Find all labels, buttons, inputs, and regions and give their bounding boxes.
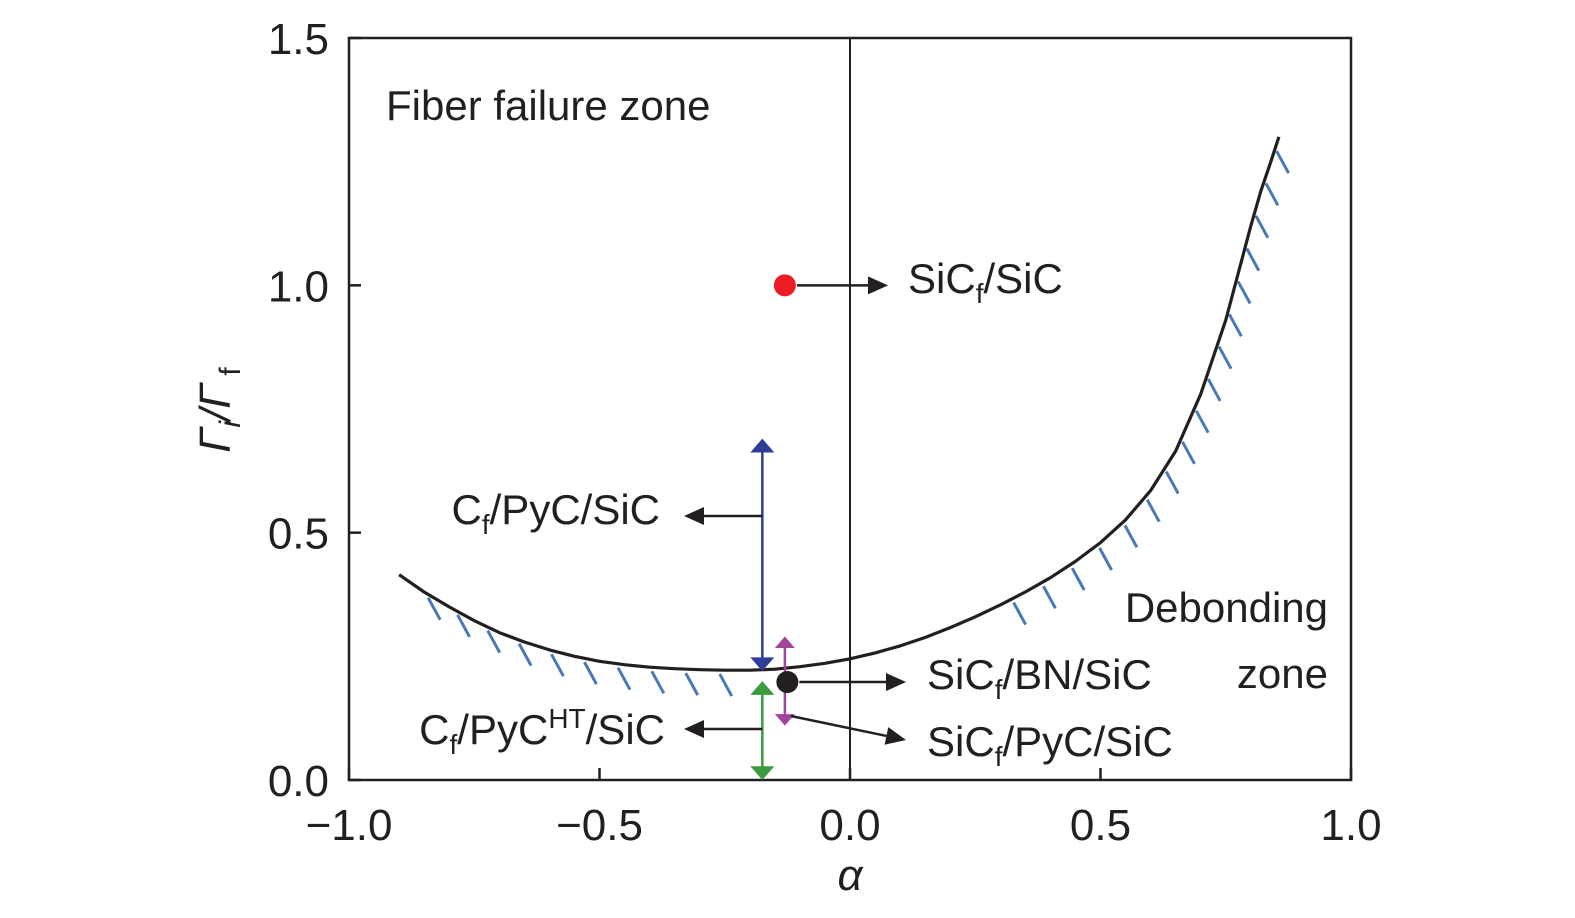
y-axis-gamma-1: Γ	[191, 426, 240, 453]
data-point	[773, 274, 796, 297]
range-arrowhead-bottom	[750, 657, 775, 672]
boundary-curve	[398, 136, 1281, 672]
hatch-mark	[1206, 378, 1222, 402]
hatch-mark	[486, 629, 502, 654]
y-tick-label: 1.0	[268, 262, 329, 311]
hatch-mark	[1070, 567, 1086, 591]
hatch-mark	[1145, 498, 1161, 523]
debonding-zone-label: Debonding	[1125, 584, 1328, 631]
hatch-mark	[1194, 409, 1210, 434]
hatch-mark	[1228, 313, 1243, 338]
hatch-mark	[517, 642, 533, 667]
curve-layer	[398, 136, 1281, 672]
hatch-mark	[684, 672, 700, 696]
range-arrowhead-top	[750, 438, 775, 453]
x-axis-title: α	[837, 851, 864, 900]
point-layer	[773, 274, 799, 694]
hatch-mark	[1012, 601, 1027, 626]
hatch-mark	[616, 666, 632, 691]
hatch-mark	[718, 673, 734, 697]
callout-sicf-pyc-sic-shaft	[790, 714, 887, 738]
label-cf-pycht-sic: Cf/PyCHT/SiC	[419, 703, 665, 760]
hatch-mark	[1264, 182, 1280, 207]
hatch-mark	[1245, 247, 1261, 272]
callout-layer	[684, 276, 906, 745]
hatch-mark	[1217, 345, 1233, 370]
y-axis-sub-f: f	[214, 367, 247, 376]
label-sicf-sic: SiCf/SiC	[908, 255, 1063, 309]
hatch-mark	[1098, 547, 1113, 571]
hatch-mark	[583, 661, 598, 685]
hatch-mark	[1181, 441, 1196, 465]
hatch-mark	[1123, 524, 1139, 549]
label-cf-pyc-sic: Cf/PyC/SiC	[452, 486, 660, 540]
callout-sicf-sic-head	[868, 276, 888, 295]
y-axis-title: Γi/Γ f	[191, 367, 247, 453]
x-tick-label: 0.0	[819, 801, 880, 850]
x-tick-label: 0.5	[1070, 801, 1131, 850]
hatch-mark	[1236, 280, 1252, 305]
y-tick-label: 0.5	[268, 510, 329, 559]
callout-sicf-bn-sic-head	[886, 673, 906, 692]
x-tick-label: −0.5	[556, 801, 643, 850]
range-arrowhead-bottom	[774, 714, 795, 726]
range-arrowhead-top	[750, 681, 775, 695]
callout-cf-pyc-sic-head	[684, 507, 704, 525]
callout-sicf-pyc-sic-head	[884, 727, 906, 745]
hatch-mark	[456, 614, 471, 638]
label-sicf-pyc-sic: SiCf/PyC/SiC	[927, 718, 1173, 772]
x-tick-label: 1.0	[1320, 801, 1381, 850]
label-sicf-bn-sic: SiCf/BN/SiC	[927, 651, 1152, 705]
y-tick-label: 0.0	[268, 757, 329, 806]
data-point	[776, 671, 799, 694]
callout-cf-pycht-sic-head	[684, 720, 704, 738]
x-tick-label: −1.0	[306, 801, 393, 850]
y-axis-sub-i: i	[214, 420, 247, 428]
y-tick-label: 1.5	[268, 15, 329, 64]
hatch-mark	[1164, 470, 1180, 495]
hatch-mark	[550, 653, 565, 677]
hatch-mark	[650, 670, 666, 695]
range-arrowhead-bottom	[750, 766, 775, 780]
debonding-zone-label-2: zone	[1237, 650, 1328, 697]
ticks-layer: −1.0 −0.5 0.0 0.5 1.0 0.0 0.5 1.0 1.5	[268, 15, 1382, 850]
range-layer	[750, 438, 795, 780]
hatch-mark	[1042, 585, 1057, 609]
range-arrowhead-top	[774, 636, 795, 649]
hatch-mark	[426, 597, 442, 621]
hatch-layer	[426, 150, 1290, 697]
y-axis-sep: /Γ	[191, 382, 240, 424]
fiber-failure-zone-label: Fiber failure zone	[386, 82, 711, 129]
hatch-mark	[1275, 150, 1290, 174]
hatch-mark	[1254, 215, 1270, 239]
